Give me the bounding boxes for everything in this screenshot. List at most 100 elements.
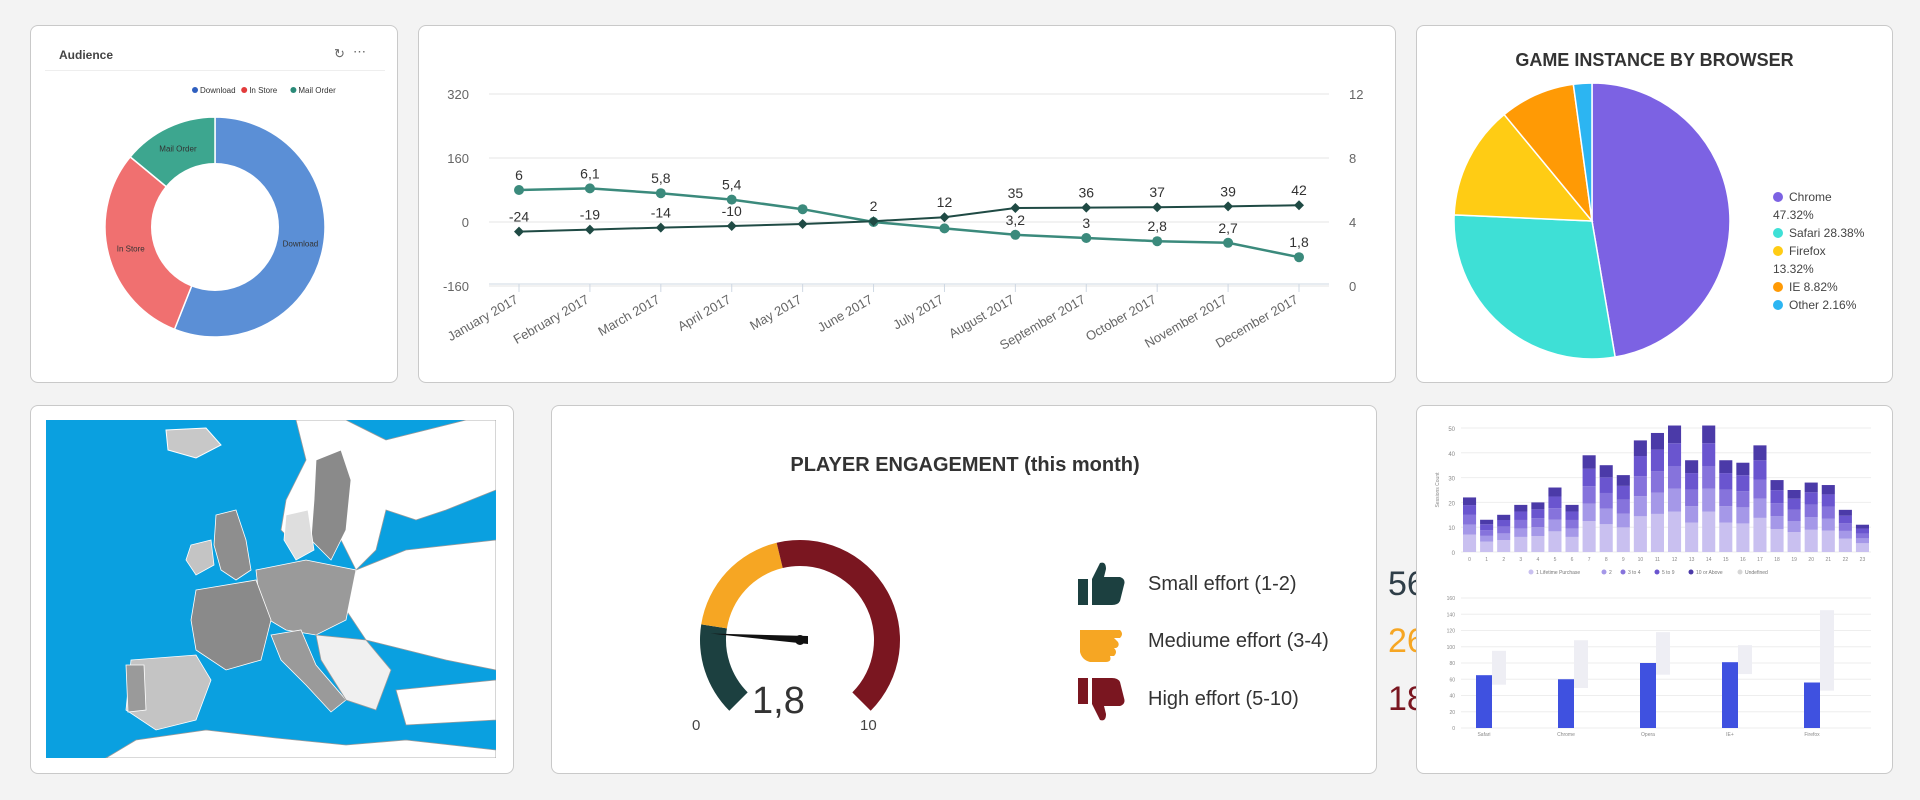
bar-segment[interactable] — [1599, 477, 1613, 493]
pie-slice[interactable] — [1453, 113, 1594, 222]
pie-slice[interactable] — [1572, 82, 1593, 222]
bar-segment[interactable] — [1702, 465, 1716, 489]
bar-segment[interactable] — [1565, 536, 1579, 552]
bar-segment[interactable] — [1463, 514, 1477, 525]
bar-segment[interactable] — [1497, 526, 1511, 534]
bar-segment[interactable] — [1702, 488, 1716, 512]
series-point[interactable] — [1223, 237, 1234, 248]
bar-segment[interactable] — [1480, 524, 1494, 531]
legend-label[interactable]: IE 8.82% — [1789, 280, 1838, 294]
bar-segment[interactable] — [1719, 489, 1733, 507]
bar-segment[interactable] — [1480, 541, 1494, 552]
bar-segment[interactable] — [1787, 532, 1801, 552]
bar-segment[interactable] — [1770, 516, 1784, 529]
bar-segment[interactable] — [1804, 517, 1818, 530]
bar-segment[interactable] — [1821, 485, 1835, 495]
bar-segment[interactable] — [1702, 443, 1716, 466]
bar-segment[interactable] — [1804, 482, 1818, 493]
legend-label[interactable]: Safari 28.38% — [1789, 226, 1865, 240]
bar-segment[interactable] — [1599, 465, 1613, 478]
bar-segment[interactable] — [1463, 497, 1477, 506]
bar-segment[interactable] — [1480, 519, 1494, 525]
bar-segment[interactable] — [1821, 494, 1835, 507]
series-point[interactable] — [868, 216, 879, 227]
series-point[interactable] — [1081, 202, 1092, 213]
bar-segment[interactable] — [1719, 473, 1733, 490]
more-options-icon[interactable]: ⋯ — [353, 44, 366, 59]
bar-segment[interactable] — [1838, 523, 1852, 531]
bar-segment[interactable] — [1616, 499, 1630, 514]
bar-segment[interactable] — [1599, 524, 1613, 552]
legend-label[interactable]: 5 to 9 — [1662, 570, 1675, 576]
bar-segment[interactable] — [1565, 504, 1579, 512]
bar-segment[interactable] — [1838, 509, 1852, 516]
series-point[interactable] — [1294, 200, 1304, 211]
bar-segment[interactable] — [1685, 473, 1699, 490]
bar-segment[interactable] — [1702, 511, 1716, 552]
bar-segment[interactable] — [1497, 514, 1511, 521]
series-point[interactable] — [1081, 233, 1092, 243]
bar-segment[interactable] — [1616, 485, 1630, 500]
bar-segment[interactable] — [1616, 513, 1630, 528]
bar-segment[interactable] — [1668, 443, 1682, 466]
bar-segment[interactable] — [1668, 465, 1682, 489]
legend-label[interactable]: 47.32% — [1773, 208, 1814, 222]
bar-segment[interactable] — [1821, 506, 1835, 519]
bar-segment[interactable] — [1531, 518, 1545, 528]
bar-segment[interactable] — [1770, 490, 1784, 504]
bar-segment[interactable] — [1787, 521, 1801, 533]
legend-label[interactable]: In Store — [249, 86, 278, 95]
bar-segment[interactable] — [1514, 504, 1528, 512]
bar-segment[interactable] — [1838, 515, 1852, 524]
series-point[interactable] — [584, 183, 595, 194]
bar-segment[interactable] — [1599, 508, 1613, 525]
bar-segment[interactable] — [1548, 487, 1562, 497]
bar-segment[interactable] — [1599, 492, 1613, 509]
bar[interactable] — [1722, 662, 1738, 728]
bar-segment[interactable] — [1633, 516, 1647, 552]
bar-segment[interactable] — [1650, 492, 1664, 514]
bar-segment[interactable] — [1838, 530, 1852, 539]
bar-segment[interactable] — [1565, 519, 1579, 529]
bar-segment[interactable] — [1668, 511, 1682, 552]
bar-segment[interactable] — [1616, 475, 1630, 486]
series-point[interactable] — [655, 222, 666, 233]
series-point[interactable] — [1152, 202, 1163, 213]
bar-segment[interactable] — [1821, 530, 1835, 552]
bar-segment[interactable] — [1685, 460, 1699, 474]
bar-segment[interactable] — [1531, 527, 1545, 537]
bar-segment[interactable] — [1855, 533, 1869, 539]
bar-segment[interactable] — [1855, 528, 1869, 534]
bar-segment[interactable] — [1753, 479, 1767, 499]
bar-segment[interactable] — [1616, 527, 1630, 552]
bar-segment[interactable] — [1719, 522, 1733, 552]
bar-segment[interactable] — [1565, 511, 1579, 520]
bar-segment[interactable] — [1514, 536, 1528, 552]
bar-segment[interactable] — [1855, 543, 1869, 552]
bar-segment[interactable] — [1531, 502, 1545, 510]
series-point[interactable] — [726, 194, 737, 205]
bar-segment[interactable] — [1565, 528, 1579, 537]
bar-segment[interactable] — [1753, 445, 1767, 461]
bar-segment[interactable] — [1719, 506, 1733, 523]
bar-segment[interactable] — [1770, 480, 1784, 491]
bar-segment[interactable] — [1702, 425, 1716, 444]
legend-label[interactable]: Firefox — [1789, 244, 1826, 258]
series-point[interactable] — [655, 188, 666, 199]
bar-segment[interactable] — [1548, 531, 1562, 552]
bar-segment[interactable] — [1650, 432, 1664, 450]
bar-segment[interactable] — [1736, 523, 1750, 552]
series-point[interactable] — [726, 221, 737, 231]
legend-label[interactable]: Mail Order — [298, 86, 336, 95]
bar-segment[interactable] — [1804, 529, 1818, 552]
bar-segment[interactable] — [1736, 491, 1750, 508]
bar-segment[interactable] — [1514, 519, 1528, 529]
bar[interactable] — [1804, 682, 1820, 729]
bar-segment[interactable] — [1480, 535, 1494, 542]
series-point[interactable] — [797, 204, 808, 215]
bar-segment[interactable] — [1497, 533, 1511, 541]
bar-segment[interactable] — [1548, 519, 1562, 532]
bar-segment[interactable] — [1650, 471, 1664, 493]
bar-segment[interactable] — [1787, 509, 1801, 521]
series-point[interactable] — [1010, 203, 1021, 213]
